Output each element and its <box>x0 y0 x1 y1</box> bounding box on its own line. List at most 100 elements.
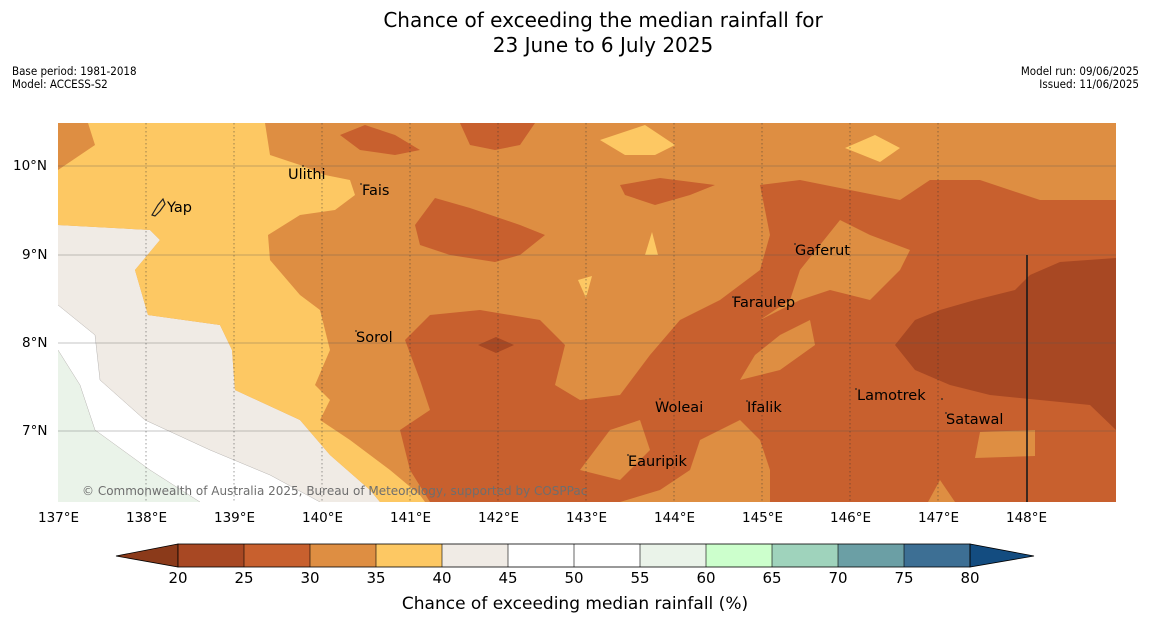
place-label-lamotrek: Lamotrek <box>857 388 926 404</box>
lon-label-144e: 144°E <box>654 510 696 526</box>
place-label-faraulep: Faraulep <box>733 295 796 311</box>
colorbar-seg-70-75 <box>838 544 904 567</box>
graticule <box>145 123 939 502</box>
colorbar-tick-50: 50 <box>564 569 584 587</box>
zone-30-35-pocket-east <box>760 220 910 320</box>
colorbar-tick-30: 30 <box>300 569 320 587</box>
rainfall-map <box>58 123 1116 502</box>
zone-35-40-patch-3 <box>645 232 658 255</box>
lat-label-8n: 8°N <box>22 335 48 351</box>
issued-date: Issued: 11/06/2025 <box>1039 77 1139 91</box>
place-label-ulithi: Ulithi <box>288 167 326 183</box>
colorbar-tick-45: 45 <box>498 569 518 587</box>
place-label-gaferut: Gaferut <box>795 243 850 259</box>
colorbar-tick-70: 70 <box>828 569 848 587</box>
lon-label-138e: 138°E <box>126 510 168 526</box>
lon-label-147e: 147°E <box>918 510 960 526</box>
colorbar-seg-35-40 <box>376 544 442 567</box>
zone-20-25-spot-2 <box>1084 290 1106 308</box>
base-period: Base period: 1981-2018 <box>12 64 137 78</box>
meta-right: Model run: 09/06/2025 Issued: 11/06/2025 <box>1021 65 1139 91</box>
lon-label-145e: 145°E <box>742 510 784 526</box>
place-label-satawal: Satawal <box>946 412 1004 428</box>
zone-35-40-patch-4 <box>578 276 592 298</box>
zone-45-55 <box>58 305 320 502</box>
meta-left: Base period: 1981-2018 Model: ACCESS-S2 <box>12 65 137 91</box>
colorbar-seg-30-35 <box>310 544 376 567</box>
model-name: Model: ACCESS-S2 <box>12 77 108 91</box>
contour-line-1 <box>58 349 201 502</box>
colorbar-seg-25-30 <box>244 544 310 567</box>
zone-25-30-central <box>400 180 1116 502</box>
zone-25-30-north-4 <box>415 198 545 262</box>
zone-40-45 <box>58 225 380 502</box>
lon-label-137e: 137°E <box>38 510 80 526</box>
zone-30-35-pocket-ifalik <box>740 320 815 380</box>
colorbar-tick-65: 65 <box>762 569 782 587</box>
zone-25-30-north-1 <box>460 123 535 150</box>
sorol-marker <box>355 330 357 332</box>
title-line-2: 23 June to 6 July 2025 <box>492 33 714 57</box>
zone-35-40-patch-2 <box>845 135 900 162</box>
lon-label-143e: 143°E <box>566 510 608 526</box>
latitude-lines <box>58 165 1116 432</box>
lon-label-140e: 140°E <box>302 510 344 526</box>
colorbar-seg-55-60 <box>640 544 706 567</box>
colorbar-seg-65-70 <box>772 544 838 567</box>
satawal-marker <box>945 412 947 414</box>
zone-30-35-pocket-bottom <box>690 495 740 502</box>
colorbar-tick-35: 35 <box>366 569 386 587</box>
lon-label-148e: 148°E <box>1006 510 1048 526</box>
place-label-yap: Yap <box>167 200 192 216</box>
faraulep-marker <box>732 296 734 298</box>
colorbar-title: Chance of exceeding median rainfall (%) <box>401 594 749 614</box>
colorbar-seg-45-50 <box>508 544 574 567</box>
colorbar-tick-20: 20 <box>168 569 188 587</box>
lon-label-139e: 139°E <box>214 510 256 526</box>
colorbar-seg-20-25 <box>178 544 244 567</box>
colorbar-dividers <box>243 544 905 567</box>
colorbar-seg-40-45 <box>442 544 508 567</box>
colorbar-high-extend <box>969 543 1035 568</box>
zone-30-35-pocket-southeast <box>975 430 1035 458</box>
colorbar <box>115 543 1035 568</box>
place-label-eauripik: Eauripik <box>628 454 687 470</box>
zone-35-40 <box>58 123 425 502</box>
colorbar-tick-60: 60 <box>696 569 716 587</box>
place-label-sorol: Sorol <box>356 330 393 346</box>
zone-55-60 <box>58 350 200 502</box>
map-title: Chance of exceeding the median rainfall … <box>0 8 1150 58</box>
lamotrek-marker <box>855 388 857 390</box>
colorbar-tick-40: 40 <box>432 569 452 587</box>
lon-label-146e: 146°E <box>830 510 872 526</box>
colorbar-tick-55: 55 <box>630 569 650 587</box>
ulithi-marker <box>302 165 304 167</box>
zone-20-25-east <box>895 258 1116 430</box>
lat-label-7n: 7°N <box>22 423 48 439</box>
colorbar-tick-75: 75 <box>894 569 914 587</box>
colorbar-seg-50-55 <box>574 544 640 567</box>
woleai-marker <box>659 398 661 400</box>
place-label-woleai: Woleai <box>655 400 704 416</box>
lon-label-141e: 141°E <box>390 510 432 526</box>
zone-25-30-north-2 <box>340 125 420 155</box>
lat-label-9n: 9°N <box>22 247 48 263</box>
zone-30-35-pocket-south <box>580 420 650 480</box>
place-label-fais: Fais <box>362 183 390 199</box>
lat-label-10n: 10°N <box>13 158 48 174</box>
zone-25-30-north-3 <box>620 178 715 205</box>
copyright-notice: © Commonwealth of Australia 2025, Bureau… <box>82 484 588 498</box>
yap-island-shape <box>151 197 166 217</box>
lamotrek-marker-2 <box>941 398 943 400</box>
zone-30-35-pocket-south-edge <box>928 480 955 502</box>
place-label-ifalik: Ifalik <box>747 400 782 416</box>
zone-35-40-patch-1 <box>600 125 675 155</box>
colorbar-seg-60-65 <box>706 544 772 567</box>
lon-label-142e: 142°E <box>478 510 520 526</box>
island-markers <box>151 165 947 456</box>
colorbar-tick-25: 25 <box>234 569 254 587</box>
gaferut-marker <box>794 243 796 245</box>
colorbar-seg-75-80 <box>904 544 970 567</box>
contour-line-2 <box>58 304 321 502</box>
